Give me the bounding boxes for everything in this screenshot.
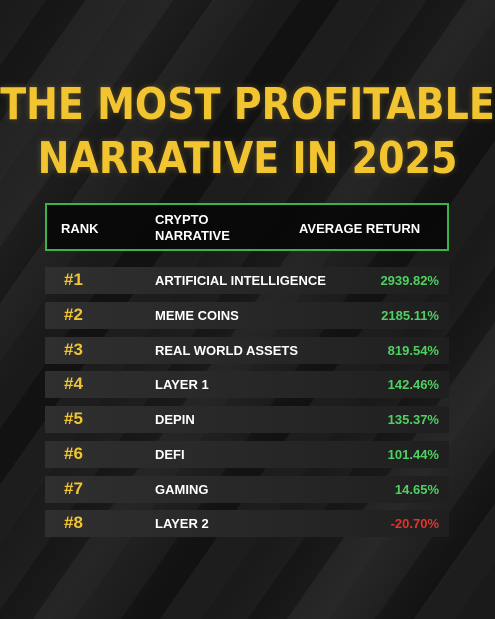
row-rank: #1 (64, 270, 83, 289)
header-narrative-line1: CRYPTO (155, 212, 209, 227)
row-narrative: REAL WORLD ASSETS (155, 343, 299, 358)
header-average-return: AVERAGE RETURN (299, 221, 421, 236)
row-narrative: ARTIFICIAL INTELLIGENCE (155, 273, 326, 288)
table-header: RANK CRYPTO NARRATIVE AVERAGE RETURN (45, 203, 449, 251)
row-return: 2185.11% (381, 308, 439, 323)
row-narrative: DEFI (155, 447, 185, 462)
row-rank: #7 (64, 479, 83, 498)
row-narrative: LAYER 1 (155, 377, 209, 392)
header-narrative-line2: NARRATIVE (155, 228, 230, 243)
row-return: 142.46% (387, 377, 439, 392)
row-return: 101.44% (387, 447, 439, 462)
row-rank: #8 (64, 513, 83, 532)
row-return: 2939.82% (380, 273, 439, 288)
row-rank: #6 (64, 444, 83, 463)
row-return: 14.65% (394, 482, 439, 497)
table-row: #4 LAYER 1 142.46% (45, 371, 449, 398)
table-row: #3 REAL WORLD ASSETS 819.54% (45, 337, 449, 364)
table-row: #7 GAMING 14.65% (45, 476, 449, 503)
table-row: #1 ARTIFICIAL INTELLIGENCE 2939.82% (45, 267, 449, 294)
row-return: 819.54% (387, 343, 439, 358)
page-title-line-2: NARRATIVE IN 2025 (37, 132, 458, 184)
table-row: #2 MEME COINS 2185.11% (45, 302, 449, 329)
header-narrative: CRYPTO NARRATIVE (155, 212, 265, 244)
row-return: 135.37% (387, 412, 439, 427)
row-narrative: LAYER 2 (155, 516, 209, 531)
table-row: #5 DEPIN 135.37% (45, 406, 449, 433)
header-rank: RANK (61, 221, 99, 236)
table-row: #6 DEFI 101.44% (45, 441, 449, 468)
table-row: #8 LAYER 2 -20.70% (45, 510, 449, 537)
row-narrative: DEPIN (155, 412, 195, 427)
row-rank: #3 (64, 340, 83, 359)
row-rank: #5 (64, 409, 83, 428)
row-return: -20.70% (390, 516, 439, 531)
page-title-line-1: THE MOST PROFITABLE (0, 78, 495, 130)
row-narrative: GAMING (155, 482, 209, 497)
row-rank: #2 (64, 305, 83, 324)
row-narrative: MEME COINS (155, 308, 239, 323)
row-rank: #4 (64, 374, 83, 393)
